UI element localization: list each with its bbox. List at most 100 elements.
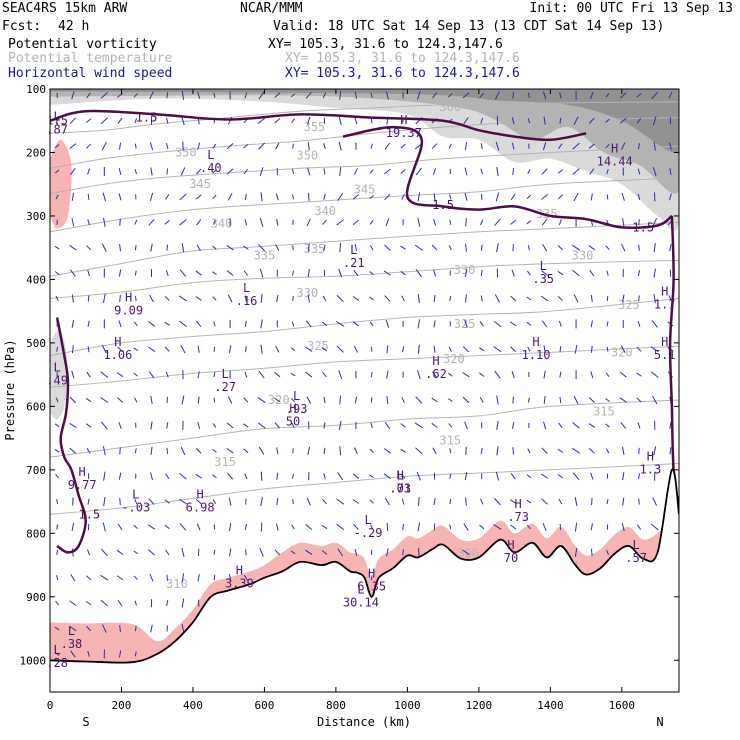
wind-vector-320 [276,498,279,506]
extremum-9: H1.06 [103,335,132,362]
wind-vector-267 [243,143,249,149]
wind-vector-203 [181,624,185,634]
wind-vector-144 [150,243,153,252]
wind-vector-505 [433,345,436,353]
wind-vector-79 [101,345,107,354]
wind-vector-732 [621,522,625,531]
x-tick-label-3: 600 [254,699,274,712]
wind-vector-70 [100,117,109,125]
wind-vector-296 [258,370,265,379]
wind-vector-262 [229,522,232,531]
field-name-pv: Potential vorticity [8,37,157,52]
wind-vector-661 [572,168,580,175]
wind-vector-562 [479,397,484,403]
wind-vector-148 [147,346,156,352]
wind-vector-422 [369,194,374,199]
theta-contour-310 [50,463,679,515]
wind-vector-129 [134,448,137,454]
wind-vector-10 [56,346,59,352]
wind-vector-350 [307,294,310,303]
wind-vector-408 [352,321,359,327]
wind-vector-494 [417,547,420,557]
pv-contours: 1.5 1.5 1.5 1.5 1.5 [50,109,679,554]
wind-vector-342 [305,92,312,99]
wind-vector-571 [496,166,499,177]
wind-vector-559 [479,321,484,327]
wind-vector-762 [650,371,659,378]
wind-vector-98 [119,244,121,252]
wind-vector-123 [134,295,137,302]
wind-vector-167 [165,270,169,277]
extremum-type-31: L [54,643,61,657]
wind-vector-233 [212,296,217,301]
wind-vector-317 [274,422,280,429]
extremum-16: L.93 [286,389,308,416]
y-tick-label-9: 1000 [20,654,47,667]
wind-vector-21 [54,626,60,631]
wind-vector-564 [480,447,483,454]
wind-vector-344 [307,142,310,151]
wind-vector-576 [494,294,501,303]
wind-vector-115 [133,93,138,98]
wind-vector-685 [590,294,593,302]
wind-vector-772 [669,167,672,176]
wind-vector-705 [606,321,609,327]
extremum-value-6: 9.09 [114,304,143,318]
wind-vector-555 [480,219,484,226]
wind-vector-231 [212,245,217,250]
wind-vector-407 [352,296,360,301]
wind-vector-484 [417,293,420,303]
wind-vector-77 [102,293,106,303]
wind-vector-44 [69,625,77,632]
extremum-value-18: 9.77 [68,478,97,492]
wind-vector-385 [336,219,345,226]
wind-vector-241 [212,499,217,504]
valid-time: Valid: 18 UTC Sat 14 Sep 13 (13 CDT Sat … [273,19,664,34]
wind-vector-37 [69,447,77,454]
wind-vector-88 [100,574,109,581]
wind-vector-618 [527,448,531,454]
wind-vector-434 [369,499,374,504]
wind-vector-753 [653,141,656,151]
wind-vector-742 [637,320,641,327]
wind-vector-333 [290,347,296,352]
wind-vector-556 [480,244,483,251]
x-tick-label-5: 1000 [394,699,421,712]
wind-vector-312 [276,294,279,302]
wind-vector-624 [542,142,547,151]
wind-vector-327 [291,194,295,200]
wind-vector-469 [401,397,405,403]
wind-vector-504 [433,320,436,328]
extremum-type-3: L [207,148,214,162]
extremum-7: L.16 [236,281,258,308]
org-title: NCAR/MMM [240,1,303,16]
wind-vector-121 [134,245,137,251]
theta-label-5-2: 330 [296,286,318,300]
extremum-type-12: L [54,360,61,374]
extremum-4: L.21 [343,243,365,270]
wind-vector-106 [119,447,121,455]
wind-vector-397 [336,523,345,531]
wind-vector-390 [336,345,344,353]
extremum-value-28: 6.35 [357,580,386,594]
pv-label-0: 1.5 [136,111,158,125]
wind-vector-499 [433,193,436,201]
extremum-value-25: 70 [504,551,518,565]
x-tick-label-6: 1200 [466,699,493,712]
extremum-11: H5.1 [654,335,676,362]
wind-vector-338 [292,473,294,479]
wind-vector-403 [352,194,359,200]
wind-vector-304 [274,92,281,99]
wind-vector-743 [636,346,642,352]
low-level-shade-upper [50,139,72,229]
wind-vector-234 [213,321,216,327]
wind-vector-652 [559,396,562,404]
extremum-value-3: .40 [200,161,222,175]
wind-vector-190 [178,295,187,302]
wind-vector-481 [417,217,421,227]
wind-vector-305 [274,118,281,124]
wind-vector-270 [244,219,248,226]
wind-vector-597 [511,371,515,379]
wind-vector-259 [226,448,234,454]
